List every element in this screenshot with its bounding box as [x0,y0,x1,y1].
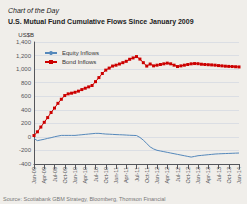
svg-text:Oct-11: Oct-11 [144,167,150,183]
svg-text:Jul-10: Jul-10 [93,167,99,182]
svg-text:Apr-11: Apr-11 [123,167,129,183]
svg-text:-200: -200 [19,147,32,153]
svg-text:Jan-12: Jan-12 [154,167,160,184]
svg-text:Jan-10: Jan-10 [72,167,78,184]
svg-text:Jan-09: Jan-09 [31,167,37,184]
svg-text:Oct-09: Oct-09 [62,167,68,184]
svg-text:Bond Inflows: Bond Inflows [62,59,96,65]
svg-text:1,400: 1,400 [16,39,32,45]
svg-text:U.S. Mutual Fund Cumulative Fl: U.S. Mutual Fund Cumulative Flows Since … [8,18,194,26]
svg-text:0: 0 [28,134,32,140]
svg-text:Equity Inflows: Equity Inflows [62,50,99,56]
svg-text:Oct-13: Oct-13 [226,167,232,184]
svg-text:200: 200 [21,120,32,126]
svg-text:US$B: US$B [18,32,34,38]
svg-text:-400: -400 [19,161,32,167]
svg-text:Apr-10: Apr-10 [82,167,88,184]
svg-text:Oct-12: Oct-12 [185,167,191,184]
svg-text:Apr-09: Apr-09 [41,167,47,184]
svg-text:Chart of the Day: Chart of the Day [8,7,59,15]
svg-text:600: 600 [21,93,32,99]
svg-text:Jan-13: Jan-13 [195,167,201,184]
svg-text:Apr-12: Apr-12 [164,167,170,184]
svg-text:Jul-09: Jul-09 [52,167,58,182]
svg-text:Oct-10: Oct-10 [103,167,109,184]
svg-text:1,000: 1,000 [16,66,32,72]
svg-text:Jan-14: Jan-14 [236,167,242,184]
svg-text:Apr-13: Apr-13 [205,167,211,184]
svg-text:Source: Scotiabank GBM Strateg: Source: Scotiabank GBM Strategy, Bloombe… [3,196,165,202]
svg-text:800: 800 [21,80,32,86]
svg-text:Jul-13: Jul-13 [216,167,222,182]
svg-text:Jul-11: Jul-11 [134,167,140,182]
svg-text:Jan-11: Jan-11 [113,167,119,183]
svg-text:400: 400 [21,107,32,113]
svg-text:Jul-12: Jul-12 [175,167,181,182]
svg-text:1,200: 1,200 [16,53,32,59]
